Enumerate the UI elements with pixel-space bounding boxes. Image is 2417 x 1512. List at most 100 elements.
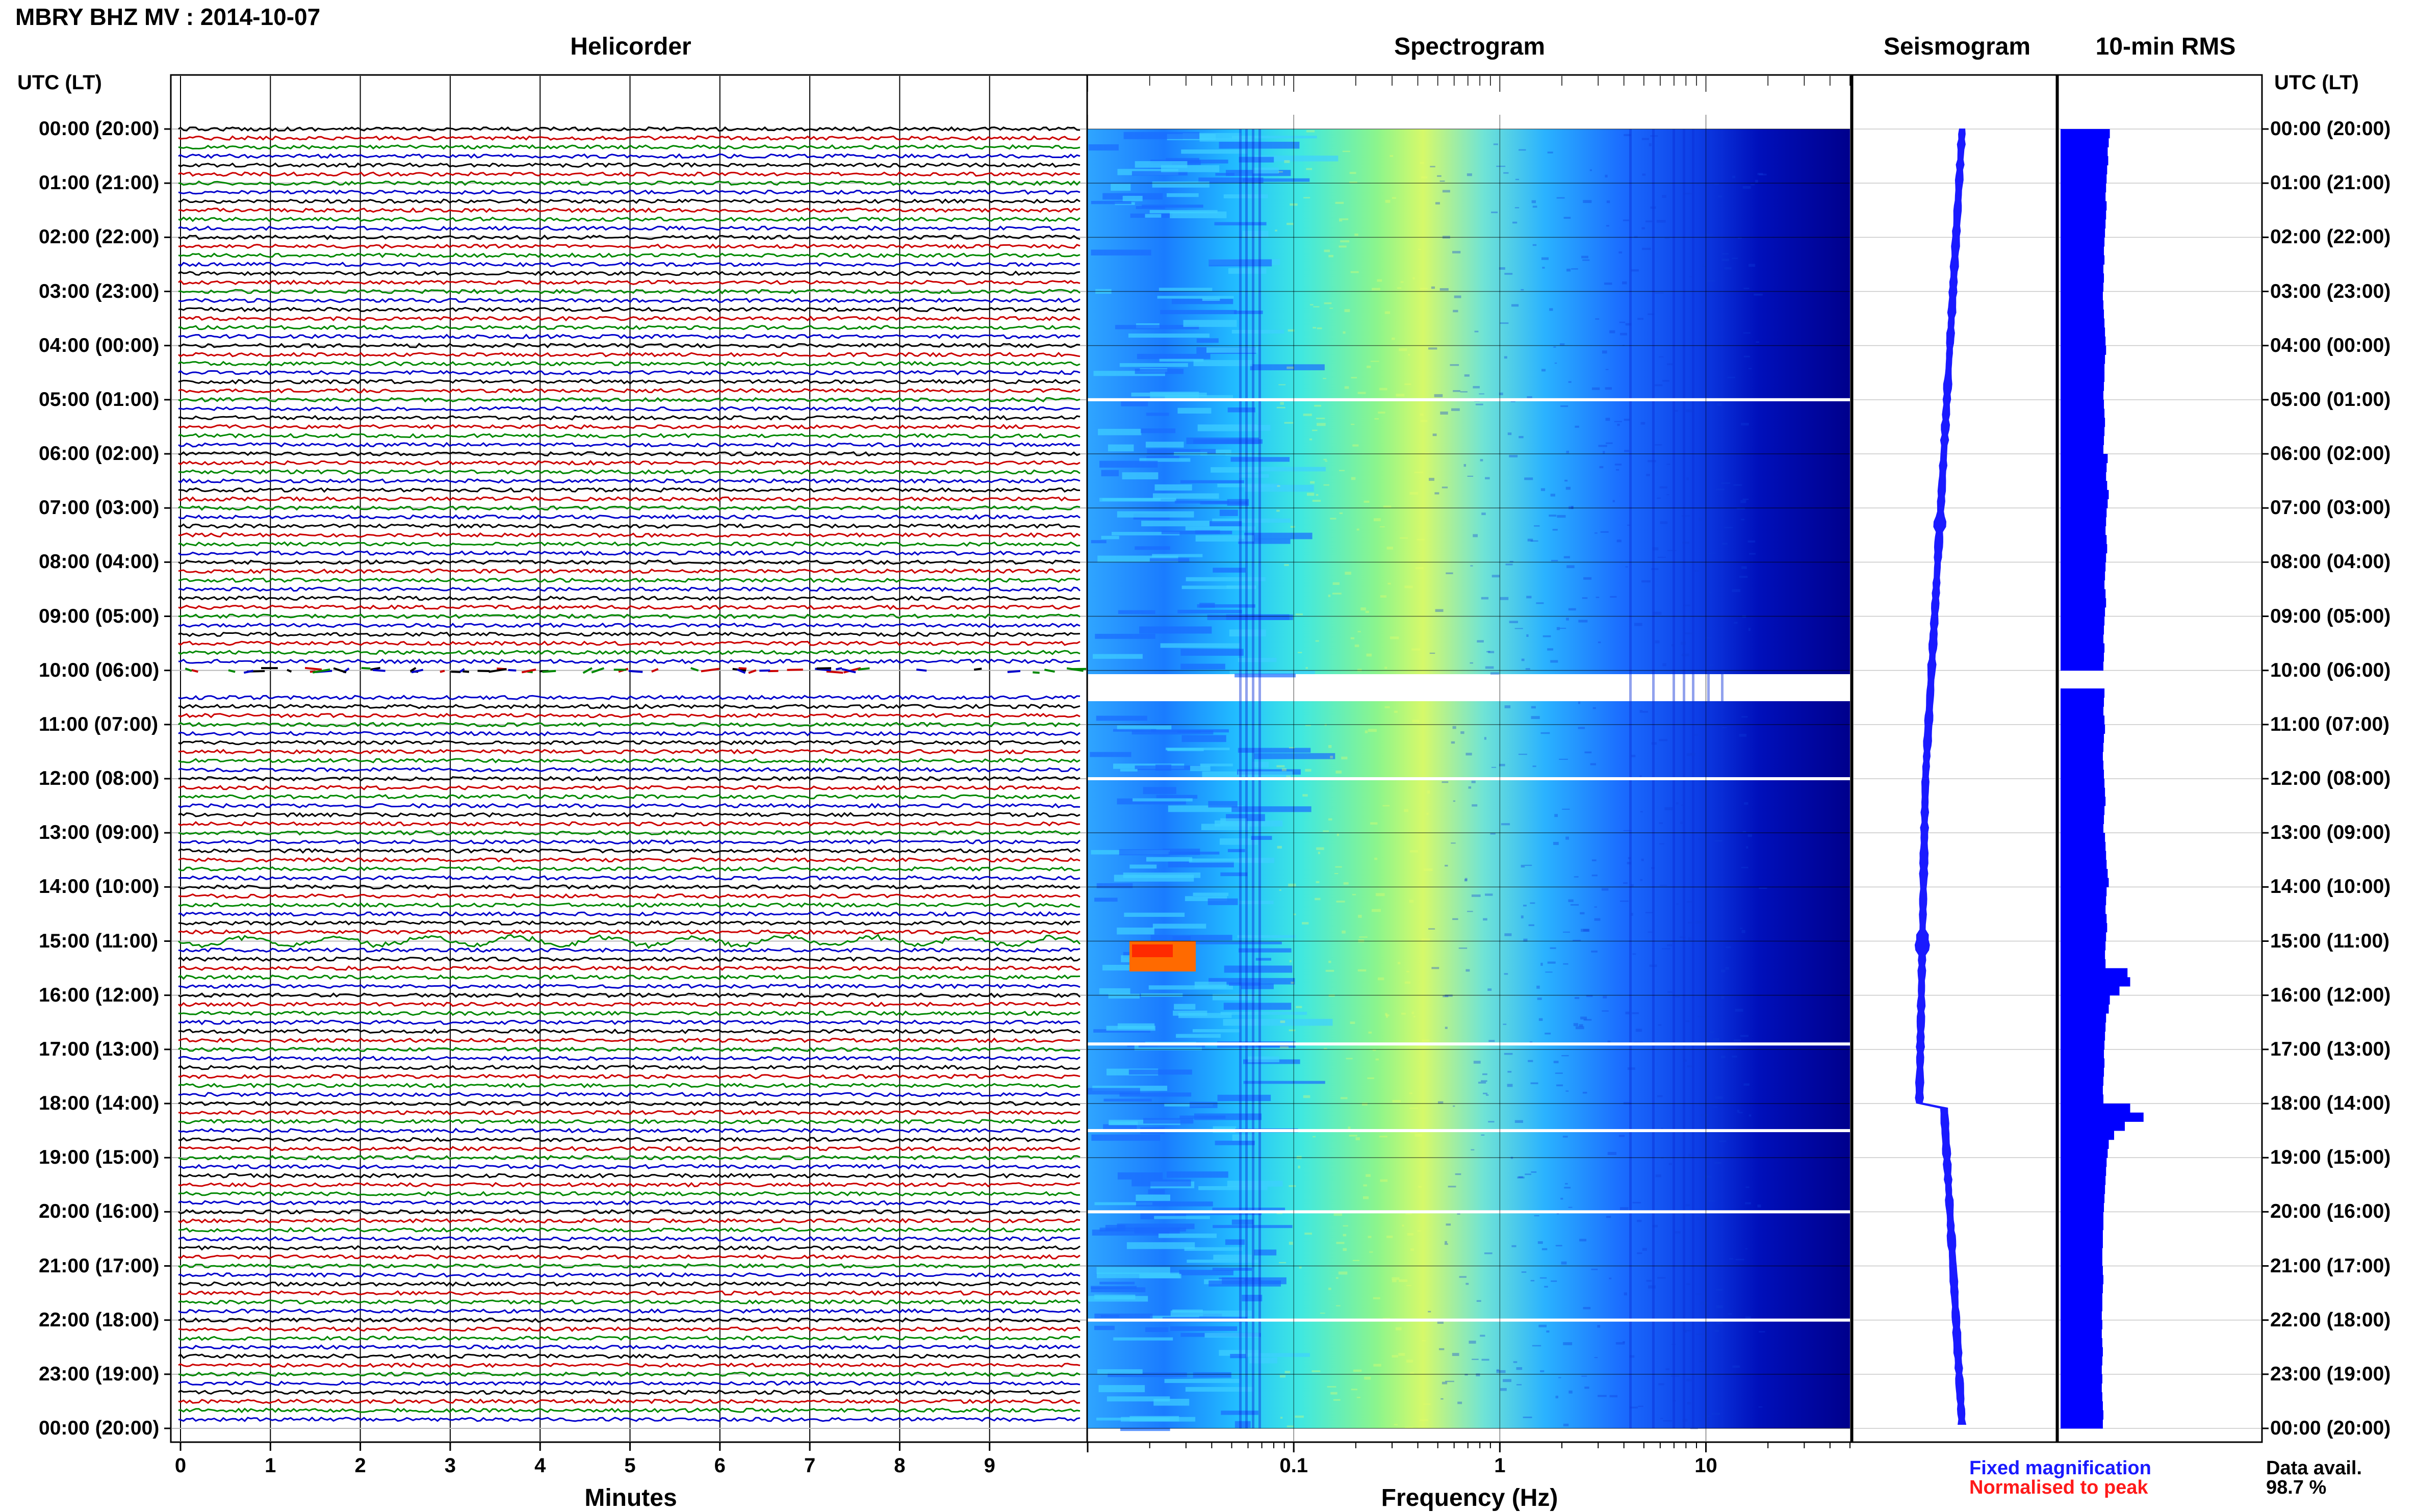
spectrogram-speckle: [1503, 1023, 1506, 1024]
rms-bar: [2061, 706, 2103, 715]
spectrogram-streak: [1148, 1189, 1165, 1194]
rms-bar: [2061, 688, 2104, 698]
rms-bar: [2061, 725, 2105, 734]
rms-bar: [2061, 1329, 2102, 1338]
spectrogram-speckle: [1418, 1186, 1421, 1188]
rms-bar: [2061, 490, 2109, 499]
spectrogram-speckle: [1700, 1361, 1705, 1362]
spectrogram-streak: [1128, 334, 1210, 338]
rms-bar: [2061, 806, 2104, 815]
spectrogram-speckle: [1445, 994, 1452, 996]
spectrogram-streak: [1118, 610, 1155, 614]
spectrogram-speckle: [1675, 1231, 1680, 1233]
hour-label-right: 01:00 (21:00): [2270, 172, 2390, 194]
spectrogram-streak: [1109, 994, 1140, 999]
spectrogram-speckle: [1580, 912, 1584, 914]
rms-bar: [2061, 851, 2106, 860]
helicorder-gap-fragment: [629, 671, 642, 672]
spectrogram-speckle: [1401, 281, 1404, 283]
spectrogram-speckle: [1548, 962, 1556, 964]
spectrogram-speckle: [1701, 1114, 1708, 1116]
legend-fixed-magnification: Fixed magnification: [1969, 1457, 2151, 1479]
spectrogram-streak: [1150, 392, 1199, 398]
spectrogram-speckle: [1623, 882, 1627, 884]
rms-bar: [2061, 409, 2104, 418]
spectrogram-speckle: [1683, 1330, 1691, 1331]
spectrogram-speckle: [1453, 801, 1455, 802]
spectrogram-streak: [1198, 1186, 1268, 1190]
spectrogram-speckle: [1662, 949, 1670, 950]
spectrogram-speckle: [1279, 1262, 1286, 1263]
spectrogram-speckle: [1605, 175, 1607, 177]
spectrogram-speckle: [1725, 967, 1729, 970]
helicorder-gap-fragment: [836, 668, 842, 670]
spectrogram-streak: [1134, 1227, 1179, 1234]
spectrogram-speckle: [1390, 155, 1393, 157]
spectrogram-speckle: [1477, 640, 1484, 643]
spectrogram-speckle: [1680, 822, 1683, 824]
spectrogram-speckle: [1523, 1417, 1532, 1418]
spectrogram-speckle: [1526, 668, 1530, 670]
spectrogram-speckle: [1386, 1236, 1393, 1238]
spectrogram-streak: [1229, 983, 1260, 986]
spectrogram-speckle: [1542, 1248, 1547, 1250]
spectrogram-speckle: [1437, 175, 1442, 177]
rms-bar: [2061, 842, 2105, 851]
spectrogram-speckle: [1316, 640, 1319, 642]
spectrogram-speckle: [1460, 731, 1464, 734]
spectrogram-speckle: [1715, 840, 1722, 841]
rms-bar: [2061, 553, 2106, 562]
spectrogram-speckle: [1328, 1288, 1331, 1290]
spectrogram-speckle: [1583, 1092, 1587, 1094]
spectrogram-speckle: [1378, 412, 1385, 414]
spectrogram-streak: [1210, 521, 1242, 526]
spectrogram-speckle: [1560, 628, 1566, 629]
rms-bar: [2061, 1320, 2102, 1329]
spectrogram-streak: [1135, 161, 1188, 168]
spectrogram-speckle: [1667, 550, 1677, 551]
spectrogram-speckle: [1651, 568, 1658, 570]
spectrogram-speckle: [1539, 1018, 1543, 1021]
spectrogram-speckle: [1474, 1061, 1481, 1064]
hour-label-right: 12:00 (08:00): [2270, 767, 2390, 790]
spectrogram-speckle: [1459, 1276, 1467, 1277]
spectrogram-speckle: [1467, 911, 1473, 912]
spectrogram-speckle: [1367, 366, 1371, 368]
spectrogram-speckle: [1556, 1085, 1563, 1087]
spectrogram-speckle: [1694, 570, 1698, 572]
spectrogram-speckle: [1323, 484, 1329, 486]
spectrogram-streak: [1229, 671, 1315, 674]
spectrogram-streak: [1117, 928, 1154, 935]
spectrogram-speckle: [1683, 193, 1692, 194]
spectrogram-streak: [1094, 1295, 1135, 1299]
spectrogram-speckle: [1710, 1031, 1714, 1033]
spectrogram-streak: [1146, 442, 1184, 448]
spectrogram-speckle: [1598, 1395, 1607, 1397]
spectrogram-speckle: [1314, 405, 1321, 407]
spectrogram-speckle: [1640, 811, 1643, 813]
spectrogram-speckle: [1477, 1300, 1481, 1302]
spectrogram-speckle: [1312, 1370, 1321, 1372]
hour-label-right: 17:00 (13:00): [2270, 1038, 2390, 1061]
spectrogram-streak: [1088, 1088, 1140, 1094]
spectrogram-speckle: [1538, 1241, 1543, 1244]
rms-bar: [2061, 815, 2104, 824]
spectrogram-streak: [1180, 664, 1225, 670]
spectrogram-speckle: [1430, 166, 1435, 167]
spectrogram-speckle: [1465, 878, 1468, 881]
spectrogram-speckle: [1568, 900, 1573, 902]
spectrogram-speckle: [1627, 525, 1630, 526]
spectrogram-streak: [1096, 716, 1147, 721]
spectrogram-speckle: [1339, 470, 1345, 471]
spectrogram-streak: [1238, 748, 1310, 753]
spectrogram-speckle: [1757, 1205, 1761, 1208]
spectrogram-speckle: [1602, 1010, 1609, 1011]
spectrogram-speckle: [1562, 809, 1570, 810]
hour-label-left: 00:00 (20:00): [39, 118, 159, 140]
rms-bar: [2061, 950, 2105, 959]
spectrogram-speckle: [1515, 1120, 1523, 1123]
rms-bar: [2061, 788, 2105, 797]
rms-bar: [2061, 354, 2105, 364]
station-title: MBRY BHZ MV : 2014-10-07: [15, 3, 320, 31]
spectrogram-speckle: [1622, 281, 1627, 285]
